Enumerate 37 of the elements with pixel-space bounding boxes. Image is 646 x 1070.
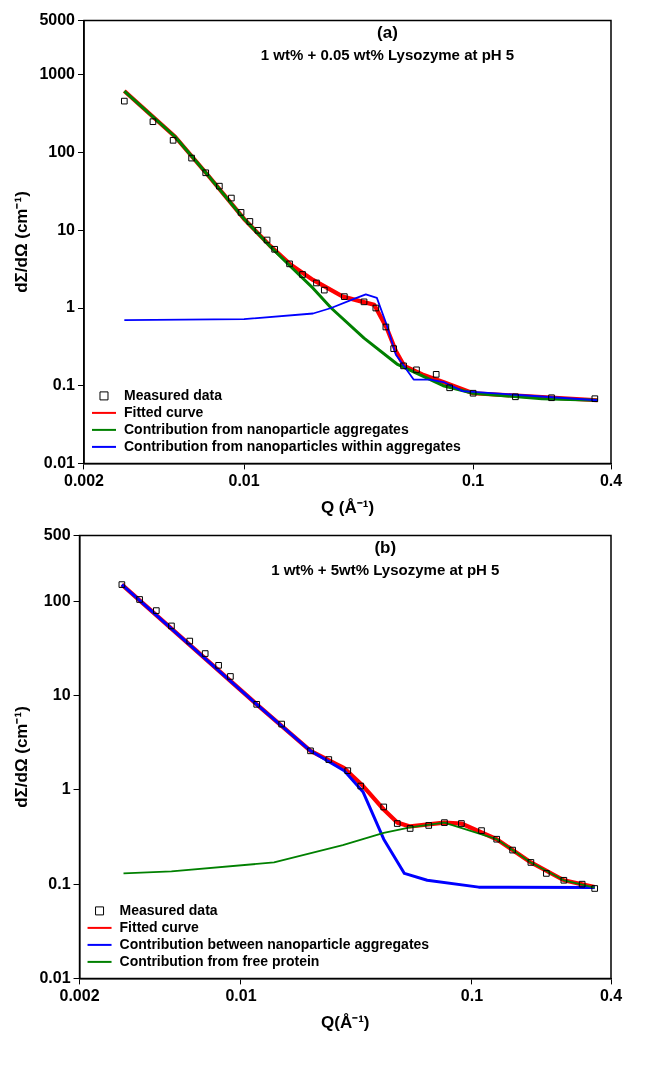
y-tick-label: 10 [57,220,76,238]
legend-label: Measured data [119,901,218,918]
y-tick-label: 0.01 [43,453,76,471]
legend-label: Measured data [123,386,223,403]
x-tick-label: 0.002 [63,472,105,490]
x-tick-label: 0.4 [599,987,623,1005]
x-tick-label: 0.002 [59,987,100,1005]
chart-title: (a) [377,22,398,42]
y-axis-title: dΣ/dΩ (cm⁻¹) [11,191,31,293]
chart-title: (b) [374,537,397,557]
y-tick-label: 1 [66,298,76,316]
y-tick-label: 1000 [39,65,76,83]
x-axis-title: Q(Å⁻¹) [321,1013,370,1033]
y-tick-label: 500 [43,526,71,544]
text: 1 wt% + 5wt% Lysozyme at pH 5 [271,561,500,579]
legend-label: Fitted curve [119,918,200,935]
legend-label: Contribution from free protein [119,952,320,969]
y-tick-label: 0.1 [48,874,71,892]
x-tick-label: 0.1 [460,987,484,1005]
y-tick-label: 1 [61,780,71,798]
x-tick-label: 0.01 [225,987,257,1005]
y-tick-label: 10 [52,686,71,704]
y-tick-label: 5000 [39,11,76,29]
y-tick-label: 0.01 [39,968,71,986]
y-tick-label: 100 [43,591,71,609]
x-axis-title: Q (Å⁻¹) [320,498,375,518]
x-tick-label: 0.4 [599,472,623,490]
x-tick-label: 0.01 [228,472,260,490]
legend-label: Contribution from nanoparticle aggregates [123,420,409,437]
legend-label: Contribution from nanoparticles within aggregates [123,437,462,454]
x-tick-label: 0.1 [461,472,485,490]
y-axis-title: dΣ/dΩ (cm⁻¹) [11,706,31,808]
y-tick-label: 0.1 [52,376,76,394]
legend-label: Fitted curve [123,403,204,420]
y-tick-label: 100 [48,143,76,161]
legend-label: Contribution between nanoparticle aggregates [119,935,430,952]
text: 1 wt% + 0.05 wt% Lysozyme at pH 5 [260,46,515,64]
